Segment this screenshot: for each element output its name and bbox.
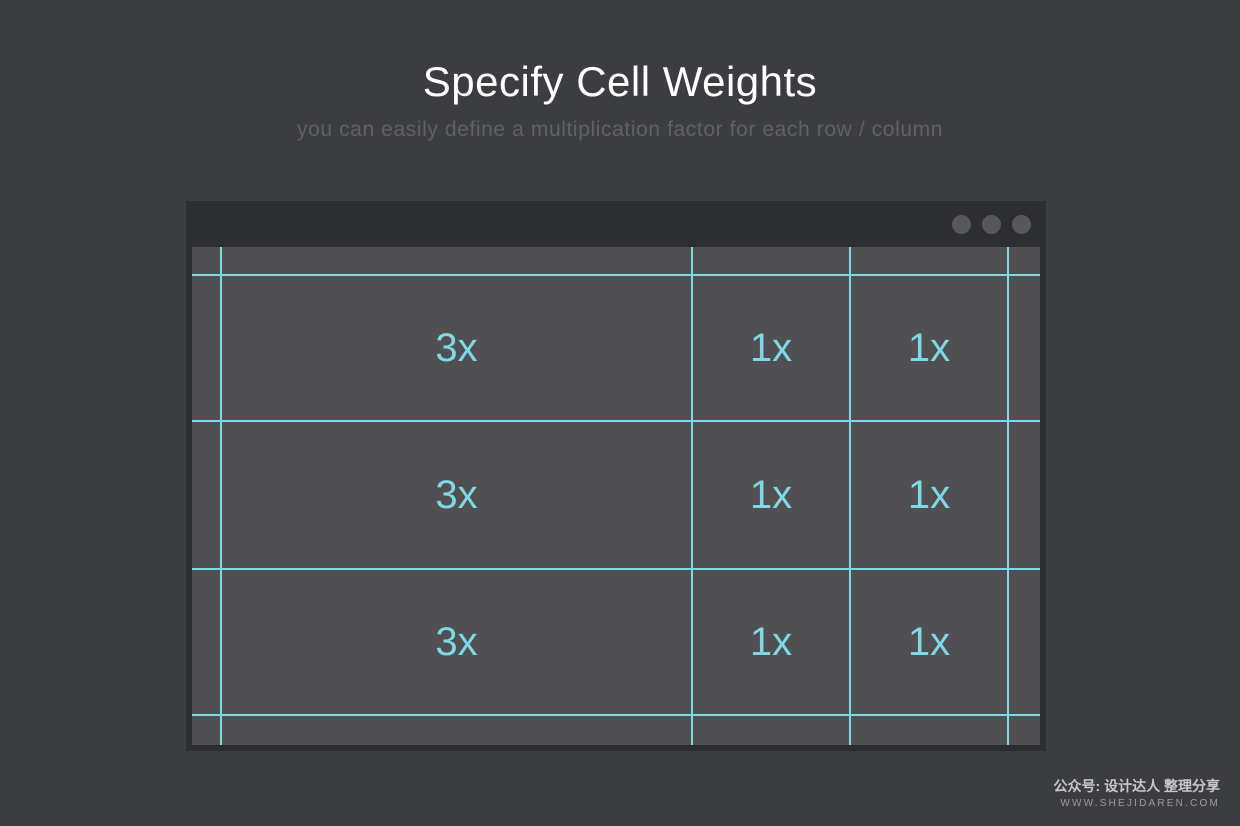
weighted-grid: 3x 1x 1x 3x 1x 1x 3x 1x 1x	[192, 247, 1040, 745]
page-title: Specify Cell Weights	[422, 58, 818, 105]
grid-cell: 3x	[435, 325, 478, 370]
grid-line-vertical	[691, 247, 693, 745]
grid-cell: 1x	[749, 472, 793, 517]
grid-line-vertical	[220, 247, 222, 745]
grid-cell: 1x	[907, 325, 951, 370]
grid-cell: 3x	[435, 472, 478, 517]
window-control-dot-icon[interactable]	[1012, 215, 1031, 234]
grid-cell: 1x	[907, 619, 951, 664]
grid-cell: 3x	[435, 619, 478, 664]
watermark-text: 公众号: 设计达人 整理分享	[1053, 778, 1220, 794]
grid-line-horizontal	[192, 420, 1040, 422]
app-window: 3x 1x 1x 3x 1x 1x 3x 1x 1x	[186, 201, 1046, 751]
grid-line-vertical	[1007, 247, 1009, 745]
grid-line-horizontal	[192, 568, 1040, 570]
grid-cell: 1x	[749, 325, 793, 370]
page-subtitle: you can easily define a multiplication f…	[296, 118, 943, 141]
watermark: 公众号: 设计达人 整理分享 WWW.SHEJIDAREN.COM	[1054, 776, 1220, 809]
grid-cell: 1x	[749, 619, 793, 664]
window-control-dot-icon[interactable]	[952, 215, 971, 234]
grid-line-horizontal	[192, 714, 1040, 716]
grid-cell: 1x	[907, 472, 951, 517]
grid-line-vertical	[849, 247, 851, 745]
grid-line-horizontal	[192, 274, 1040, 276]
watermark-url: WWW.SHEJIDAREN.COM	[1060, 798, 1220, 809]
window-control-dot-icon[interactable]	[982, 215, 1001, 234]
window-titlebar	[186, 201, 1046, 247]
